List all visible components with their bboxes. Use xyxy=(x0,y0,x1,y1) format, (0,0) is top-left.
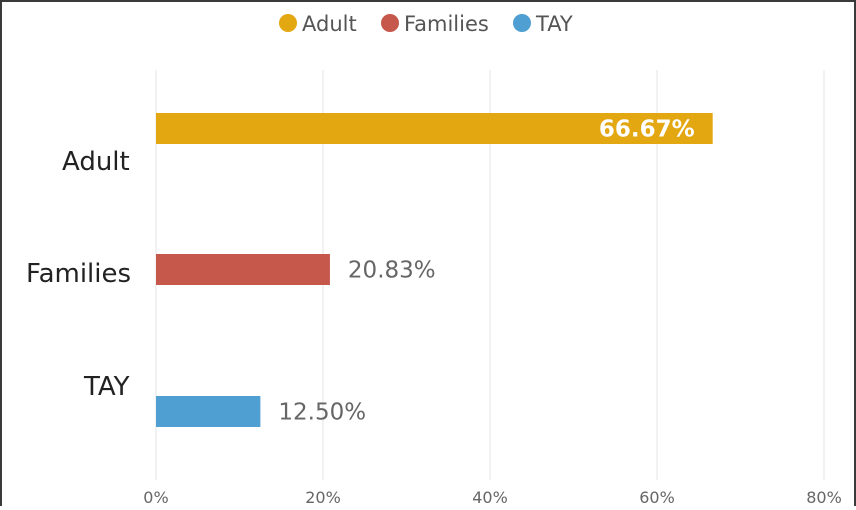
data-labels: 66.67% 20.83% 12.50% xyxy=(278,117,694,426)
category-labels: Adult Families TAY xyxy=(26,147,131,402)
x-axis-tick-labels: 0% 20% 40% 60% 80% xyxy=(143,488,841,507)
legend-marker-families xyxy=(381,14,399,32)
x-tick-label: 40% xyxy=(472,488,508,507)
category-label-adult: Adult xyxy=(62,147,130,177)
data-label-families: 20.83% xyxy=(348,258,436,284)
category-label-families: Families xyxy=(26,259,131,289)
category-label-tay: TAY xyxy=(83,372,130,402)
x-tick-label: 80% xyxy=(806,488,842,507)
legend-label-tay: TAY xyxy=(535,12,573,36)
x-tick-label: 20% xyxy=(305,488,341,507)
legend-label-adult: Adult xyxy=(302,12,357,36)
data-label-tay: 12.50% xyxy=(278,400,366,426)
x-tick-label: 60% xyxy=(639,488,675,507)
legend-marker-adult xyxy=(279,14,297,32)
legend-marker-tay xyxy=(513,14,531,32)
data-label-adult: 66.67% xyxy=(599,117,695,143)
bar-tay xyxy=(156,396,261,427)
bar-adult xyxy=(156,113,713,144)
x-tick-label: 0% xyxy=(143,488,168,507)
bars xyxy=(156,113,713,427)
legend-label-families: Families xyxy=(404,12,489,36)
legend: Adult Families TAY xyxy=(279,12,573,36)
bar-families xyxy=(156,254,330,285)
